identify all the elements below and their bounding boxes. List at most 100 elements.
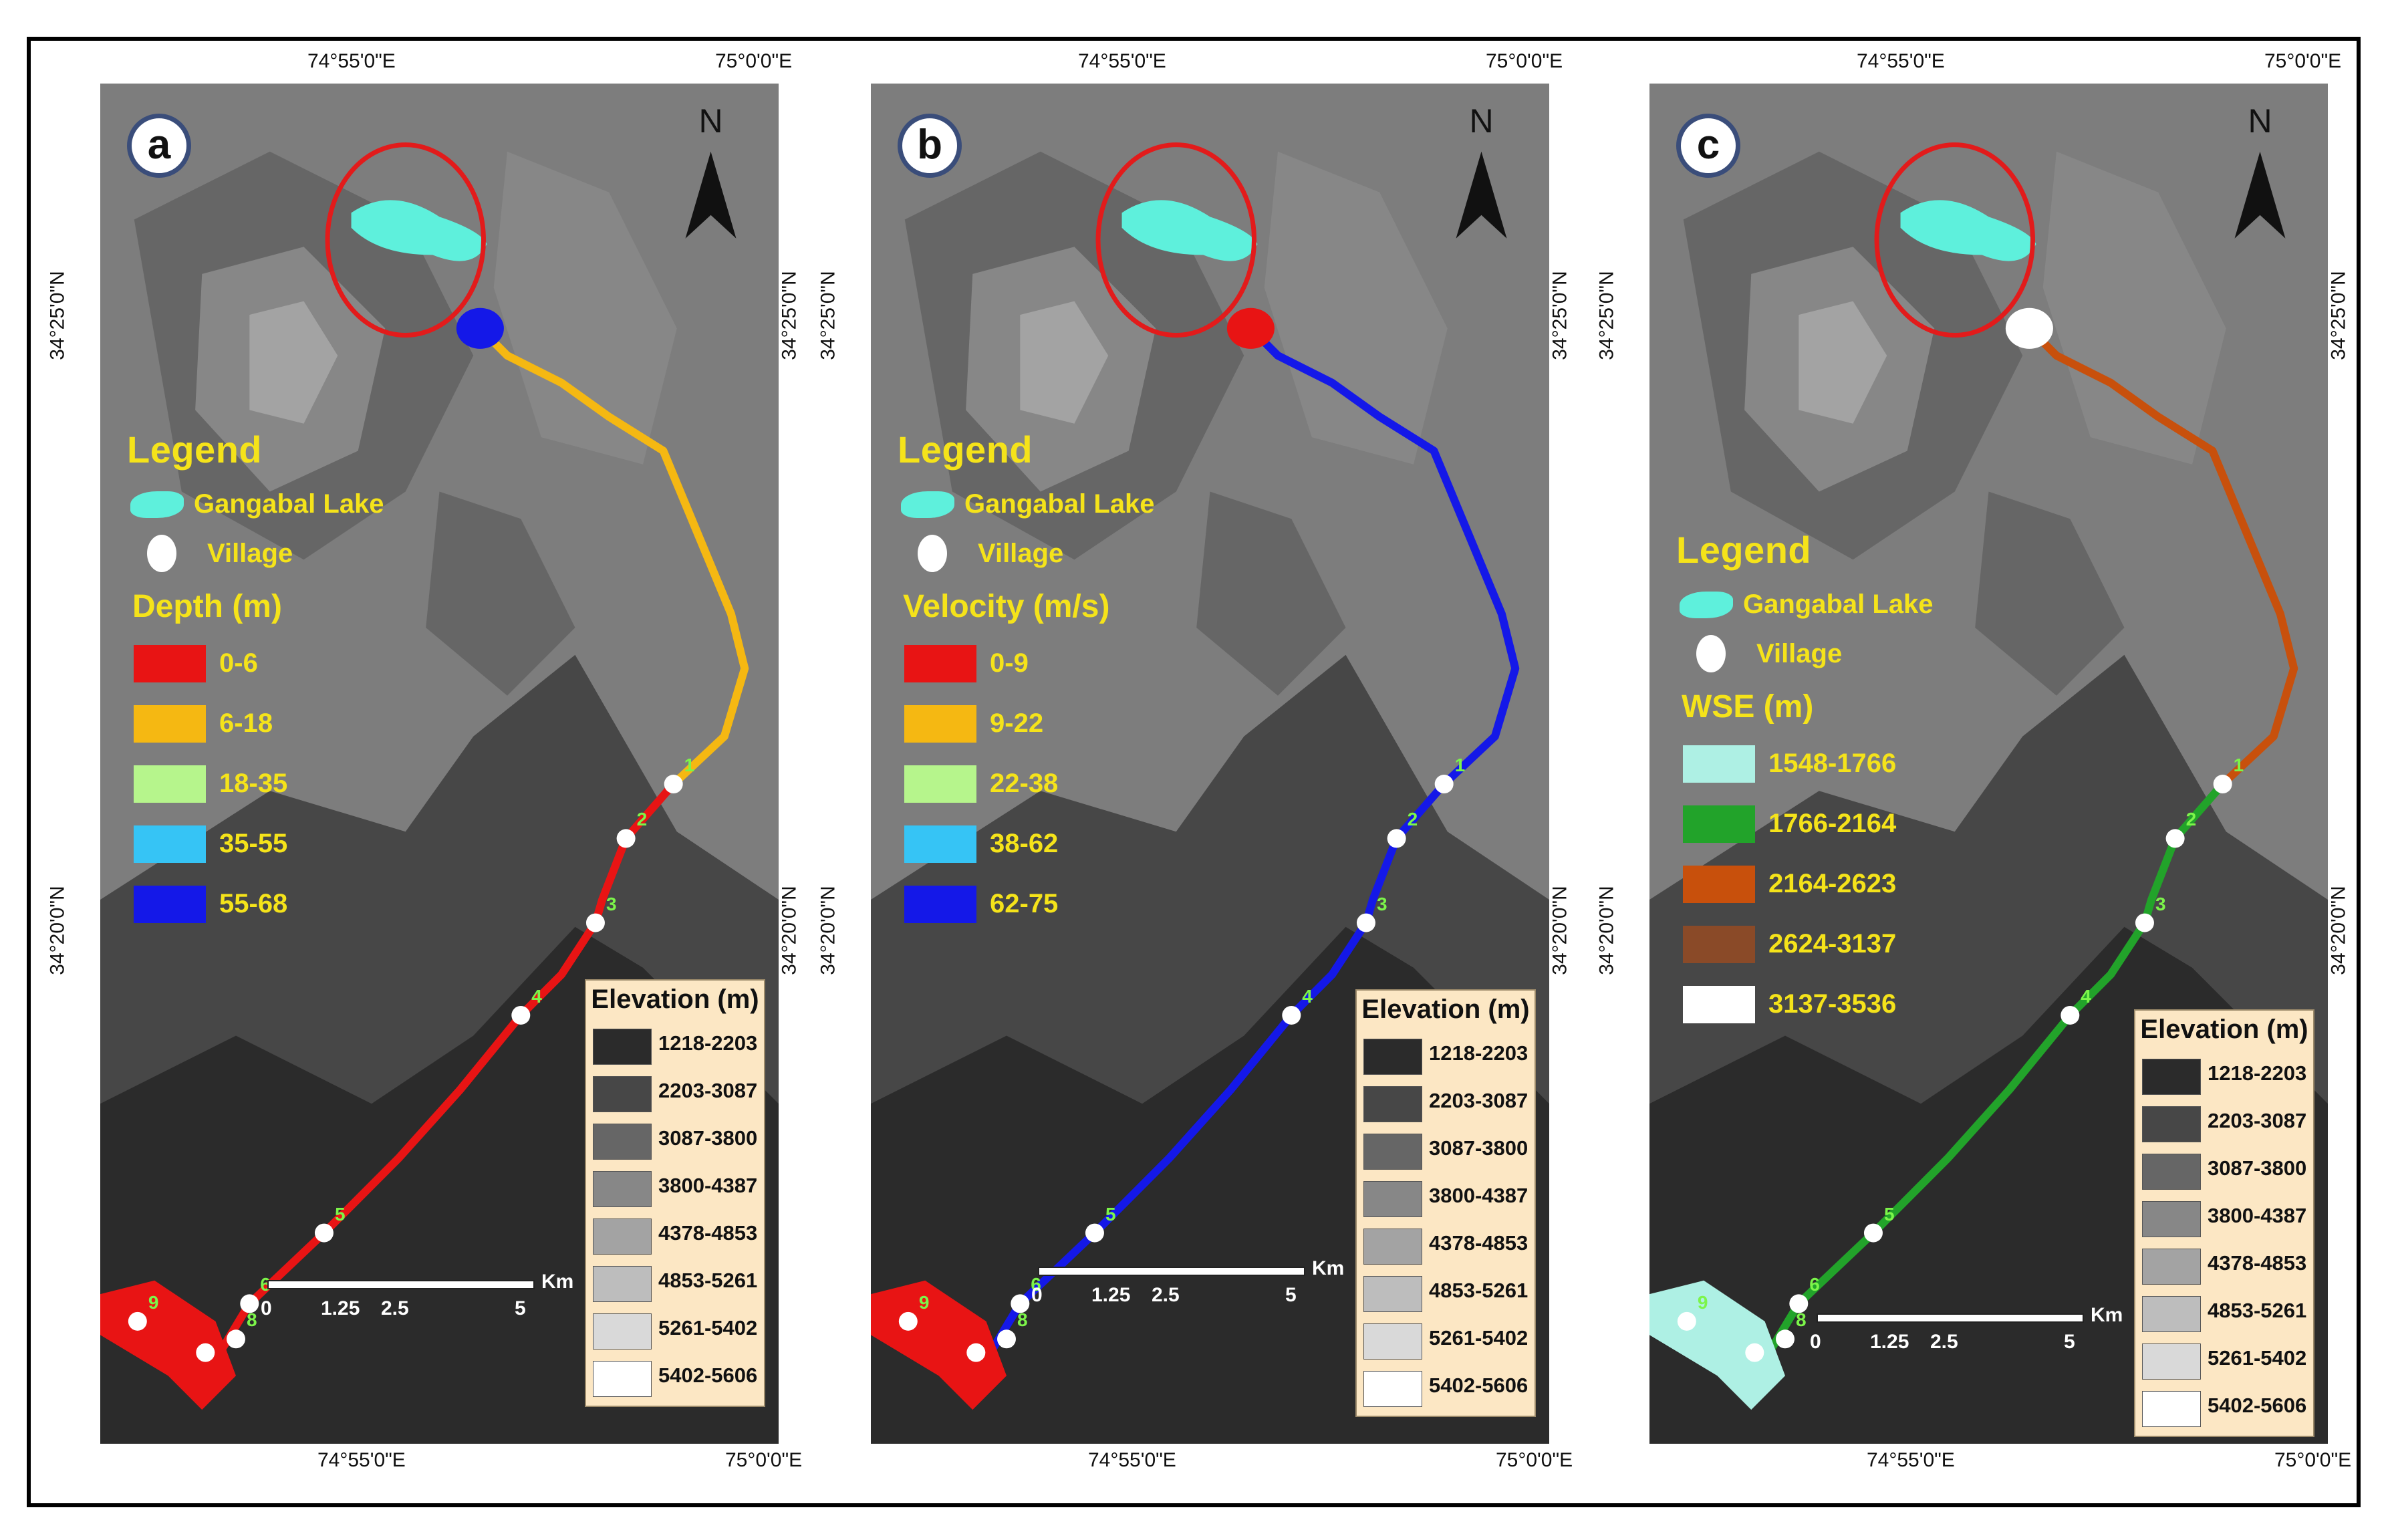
panel-label: c — [1676, 114, 1740, 178]
scale-tick-label: 2.5 — [1152, 1284, 1180, 1306]
coordinate-label: 75°0'0"E — [1496, 1449, 1573, 1471]
legend-swatch — [904, 825, 976, 863]
elevation-row: 2203-3087 — [586, 1069, 764, 1116]
scale-tick-label: 5 — [1285, 1284, 1297, 1306]
elevation-row: 3800-4387 — [1357, 1174, 1535, 1221]
coordinate-label: 34°20'0"N — [1595, 886, 1618, 975]
village-marker — [314, 1223, 334, 1243]
village-number: 9 — [1697, 1291, 1708, 1313]
legend-swatch — [134, 765, 206, 803]
legend-class-label: 0-9 — [990, 648, 1029, 678]
elevation-row: 4853-5261 — [1357, 1269, 1535, 1316]
village-marker — [664, 775, 683, 794]
village-marker — [2213, 775, 2232, 794]
village-number: 8 — [1796, 1309, 1807, 1331]
variable-legend-title: Depth (m) — [132, 589, 282, 624]
village-number: 5 — [1105, 1203, 1116, 1225]
elevation-class-label: 1218-2203 — [1429, 1041, 1529, 1065]
elevation-class-label: 3800-4387 — [1429, 1184, 1529, 1207]
village-number: 3 — [2155, 893, 2166, 914]
elevation-swatch — [1363, 1371, 1422, 1407]
north-arrow-icon — [2234, 151, 2286, 239]
village-number: 2 — [2185, 809, 2197, 830]
village-number: 5 — [334, 1203, 346, 1225]
elevation-swatch — [593, 1361, 652, 1397]
village-number: 5 — [1883, 1203, 1895, 1225]
elevation-class-label: 4853-5261 — [2208, 1299, 2307, 1322]
village-marker — [227, 1329, 245, 1349]
north-label: N — [1469, 102, 1494, 140]
coordinate-label: 34°25'0"N — [1549, 271, 1571, 360]
coordinate-label: 34°25'0"N — [1595, 271, 1618, 360]
terrain-zone-ridge — [1264, 151, 1448, 465]
elevation-swatch — [1363, 1229, 1422, 1265]
legend-class-label: 22-38 — [990, 769, 1059, 798]
village-marker — [898, 1311, 918, 1331]
village-marker — [966, 1343, 986, 1362]
elevation-swatch — [2142, 1106, 2201, 1142]
village-number: 9 — [918, 1291, 930, 1313]
legend-swatch — [134, 645, 206, 682]
elevation-swatch — [1363, 1181, 1422, 1217]
elevation-row: 3800-4387 — [2135, 1194, 2313, 1241]
elevation-row: 1218-2203 — [586, 1022, 764, 1069]
elevation-swatch — [2142, 1154, 2201, 1190]
village-legend-label: Village — [978, 539, 1064, 568]
elevation-row: 4853-5261 — [2135, 1289, 2313, 1336]
coordinate-label: 34°25'0"N — [46, 271, 69, 360]
variable-legend-title: WSE (m) — [1682, 689, 1814, 725]
elevation-row: 4378-4853 — [586, 1212, 764, 1259]
legend-title: Legend — [127, 428, 263, 471]
village-number: 4 — [531, 985, 542, 1007]
legend-swatch — [1683, 926, 1755, 963]
legend-class-label: 0-6 — [219, 648, 258, 678]
village-marker — [511, 1005, 531, 1025]
elevation-row: 5402-5606 — [1357, 1364, 1535, 1411]
outflow-patch — [456, 307, 504, 349]
elevation-row: 4378-4853 — [2135, 1242, 2313, 1289]
scale-tick-label: 0 — [1031, 1284, 1043, 1306]
terrain-zone-higher — [1799, 301, 1887, 424]
elevation-swatch — [593, 1266, 652, 1302]
village-marker — [2061, 1005, 2080, 1025]
elevation-class-label: 5261-5402 — [658, 1316, 758, 1339]
elevation-row: 5261-5402 — [586, 1307, 764, 1354]
legend-class-label: 55-68 — [219, 889, 288, 918]
terrain-zone-ridge — [2042, 151, 2226, 465]
elevation-swatch — [2142, 1343, 2201, 1380]
elevation-swatch — [1363, 1086, 1422, 1122]
terrain-zone-ridge-2 — [1196, 491, 1346, 696]
outflow-patch — [2005, 307, 2053, 349]
village-marker — [1282, 1005, 1301, 1025]
coordinate-label: 74°55'0"E — [307, 50, 396, 72]
scale-tick-label: 5 — [2064, 1331, 2075, 1353]
village-legend-icon — [1696, 635, 1726, 672]
elevation-swatch — [2142, 1296, 2201, 1332]
scale-tick-label: 2.5 — [381, 1297, 409, 1319]
village-number: 8 — [247, 1309, 257, 1331]
village-number: 2 — [636, 809, 648, 830]
village-marker — [1776, 1329, 1795, 1349]
village-legend-label: Village — [207, 539, 293, 568]
elevation-row: 5402-5606 — [586, 1354, 764, 1401]
village-legend-icon — [147, 535, 176, 572]
coordinate-label: 75°0'0"E — [715, 50, 793, 72]
village-number: 1 — [1454, 755, 1466, 776]
coordinate-label: 34°20'0"N — [2327, 886, 2350, 975]
coordinate-label: 74°55'0"E — [317, 1449, 406, 1471]
village-marker — [585, 913, 605, 932]
elevation-row: 3087-3800 — [2135, 1147, 2313, 1194]
elevation-class-label: 3800-4387 — [2208, 1204, 2307, 1227]
village-number: 6 — [260, 1274, 271, 1295]
village-number: 1 — [684, 755, 695, 776]
legend-class-label: 2624-3137 — [1768, 929, 1897, 958]
elevation-row: 3800-4387 — [586, 1164, 764, 1211]
scale-bar — [267, 1280, 535, 1289]
coordinate-label: 74°55'0"E — [1088, 1449, 1176, 1471]
elevation-class-label: 4378-4853 — [2208, 1251, 2307, 1275]
coordinate-label: 75°0'0"E — [1486, 50, 1563, 72]
elevation-row: 2203-3087 — [2135, 1100, 2313, 1146]
legend-swatch — [1683, 805, 1755, 843]
